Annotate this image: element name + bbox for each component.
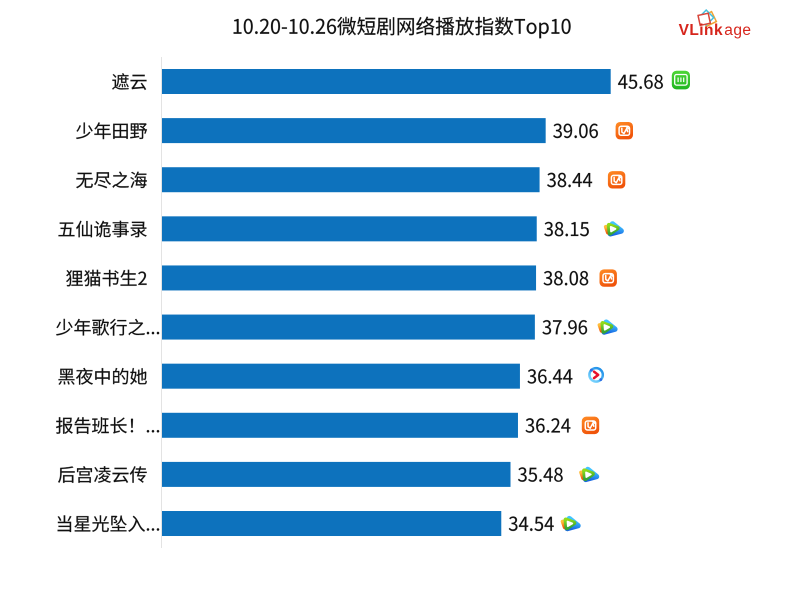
svg-text:age: age xyxy=(724,22,751,39)
svg-text:VLink: VLink xyxy=(679,22,723,39)
